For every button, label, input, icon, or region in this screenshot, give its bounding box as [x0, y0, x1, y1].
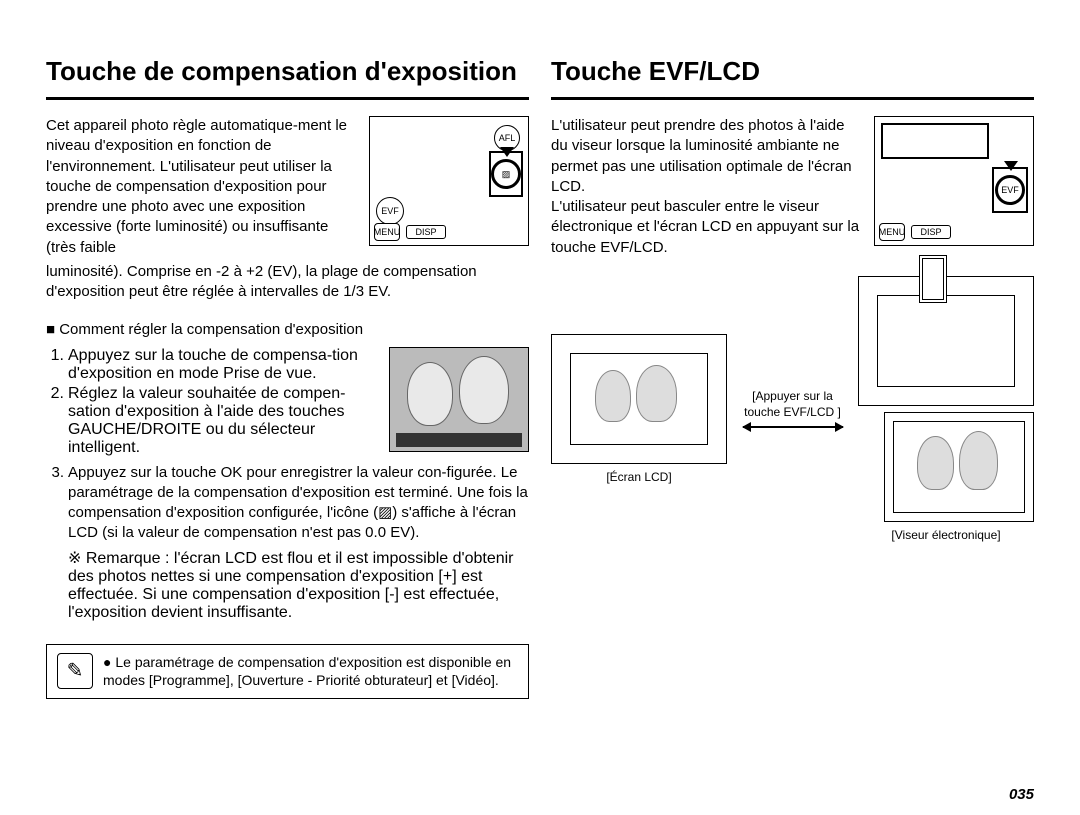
step-1-text: Appuyez sur la touche de compensa-tion d…: [68, 347, 379, 383]
intro-paragraph: Cet appareil photo règle automatique-men…: [46, 116, 359, 258]
col-exposure-compensation: Touche de compensation d'exposition Cet …: [46, 56, 529, 699]
caption-evf: [Viseur électronique]: [858, 528, 1034, 542]
step-2: 2. Réglez la valeur souhaitée de compen-…: [46, 385, 379, 457]
disp-button-icon: DISP: [406, 225, 446, 239]
remark-label: ※ Remarque :: [68, 550, 174, 567]
intro-text-right: L'utilisateur peut prendre des photos à …: [551, 116, 864, 258]
note-bullet: ●: [103, 654, 111, 670]
caption-lcd: [Écran LCD]: [551, 470, 727, 484]
note-icon: ✎: [57, 653, 93, 689]
evf-viewfinder-shape: [919, 255, 947, 303]
heading-exposure: Touche de compensation d'exposition: [46, 56, 529, 87]
evf-button-icon: EVF: [376, 197, 404, 225]
face-2-shape: [459, 356, 509, 424]
camera-lcd-screen: [570, 353, 708, 445]
camera-evf-mode: [858, 276, 1034, 406]
ev-button-icon: ▨: [491, 159, 521, 189]
step-2-num: 2.: [46, 385, 68, 457]
page-number: 035: [1009, 786, 1034, 803]
menu-button-icon-2: MENU: [879, 223, 905, 241]
evf-diagram: [Écran LCD] [Appuyer sur la touche EVF/L…: [551, 276, 1034, 542]
note-text: Le paramétrage de compensation d'exposit…: [103, 654, 511, 689]
diagram-right: [Viseur électronique]: [858, 276, 1034, 542]
step-3-block: 3. Appuyez sur la touche OK pour enregis…: [46, 463, 529, 544]
arrow-down-icon: [500, 147, 514, 157]
evf-viewfinder-inner: [922, 258, 944, 300]
intro-right-1: L'utilisateur peut prendre des photos à …: [551, 116, 864, 197]
lcd-corner-shape: [881, 123, 989, 159]
steps-1-2-with-photo: 1. Appuyez sur la touche de compensa-tio…: [46, 347, 529, 459]
diagram-mid: [Appuyer sur la touche EVF/LCD ]: [738, 389, 848, 428]
menu-button-icon: MENU: [374, 223, 400, 241]
lcd-preview-photo: [389, 347, 529, 452]
remark-text-wrap: ※ Remarque : l'écran LCD est flou et il …: [68, 548, 529, 622]
step-3: 3. Appuyez sur la touche OK pour enregis…: [46, 463, 529, 544]
heading-rule-2: [551, 97, 1034, 100]
arrow-down-icon-2: [1004, 161, 1018, 171]
step-2-text: Réglez la valeur souhaitée de compen-sat…: [68, 385, 379, 457]
face-shape-b: [636, 365, 677, 423]
note-box: ✎ ● Le paramétrage de compensation d'exp…: [46, 644, 529, 700]
camera-blank-screen: [877, 295, 1015, 387]
remark-spacer: [46, 548, 68, 622]
double-arrow-icon: [743, 426, 843, 428]
camera-lcd-mode: [551, 334, 727, 464]
diagram-left: [Écran LCD]: [551, 334, 727, 484]
heading-rule: [46, 97, 529, 100]
face-shape-d: [959, 431, 998, 490]
disp-button-icon-2: DISP: [911, 225, 951, 239]
intro-block-right: L'utilisateur peut prendre des photos à …: [551, 116, 1034, 258]
camera-buttons-illustration: AFL ▨ EVF MENU DISP: [369, 116, 529, 246]
heading-evf: Touche EVF/LCD: [551, 56, 1034, 87]
caption-mid: [Appuyer sur la touche EVF/LCD ]: [738, 389, 848, 420]
col-evf-lcd: Touche EVF/LCD L'utilisateur peut prendr…: [551, 56, 1034, 699]
note-text-wrap: ● Le paramétrage de compensation d'expos…: [103, 653, 518, 691]
steps-1-2-text: 1. Appuyez sur la touche de compensa-tio…: [46, 347, 379, 459]
ev-scale-bar: [396, 433, 522, 447]
step-3-text: Appuyez sur la touche OK pour enregistre…: [68, 463, 529, 544]
intro-text-wrap: Cet appareil photo règle automatique-men…: [46, 116, 359, 258]
intro-continuation: luminosité). Comprise en -2 à +2 (EV), l…: [46, 262, 529, 303]
intro-right-2: L'utilisateur peut basculer entre le vis…: [551, 197, 864, 258]
step-1-num: 1.: [46, 347, 68, 383]
face-shape-a: [595, 370, 630, 422]
step-3-num: 3.: [46, 463, 68, 544]
remark-row: ※ Remarque : l'écran LCD est flou et il …: [46, 548, 529, 622]
evf-zoom-preview: [884, 412, 1034, 522]
face-1-shape: [407, 362, 454, 426]
camera-buttons-illustration-2: EVF MENU DISP: [874, 116, 1034, 246]
evf-zoom-inner: [893, 421, 1025, 513]
evf-button-icon-2: EVF: [995, 175, 1025, 205]
steps-subheading: ■ Comment régler la compensation d'expos…: [46, 320, 529, 340]
step-1: 1. Appuyez sur la touche de compensa-tio…: [46, 347, 379, 383]
page-columns: Touche de compensation d'exposition Cet …: [46, 56, 1034, 699]
face-shape-c: [917, 436, 953, 490]
intro-block: Cet appareil photo règle automatique-men…: [46, 116, 529, 258]
